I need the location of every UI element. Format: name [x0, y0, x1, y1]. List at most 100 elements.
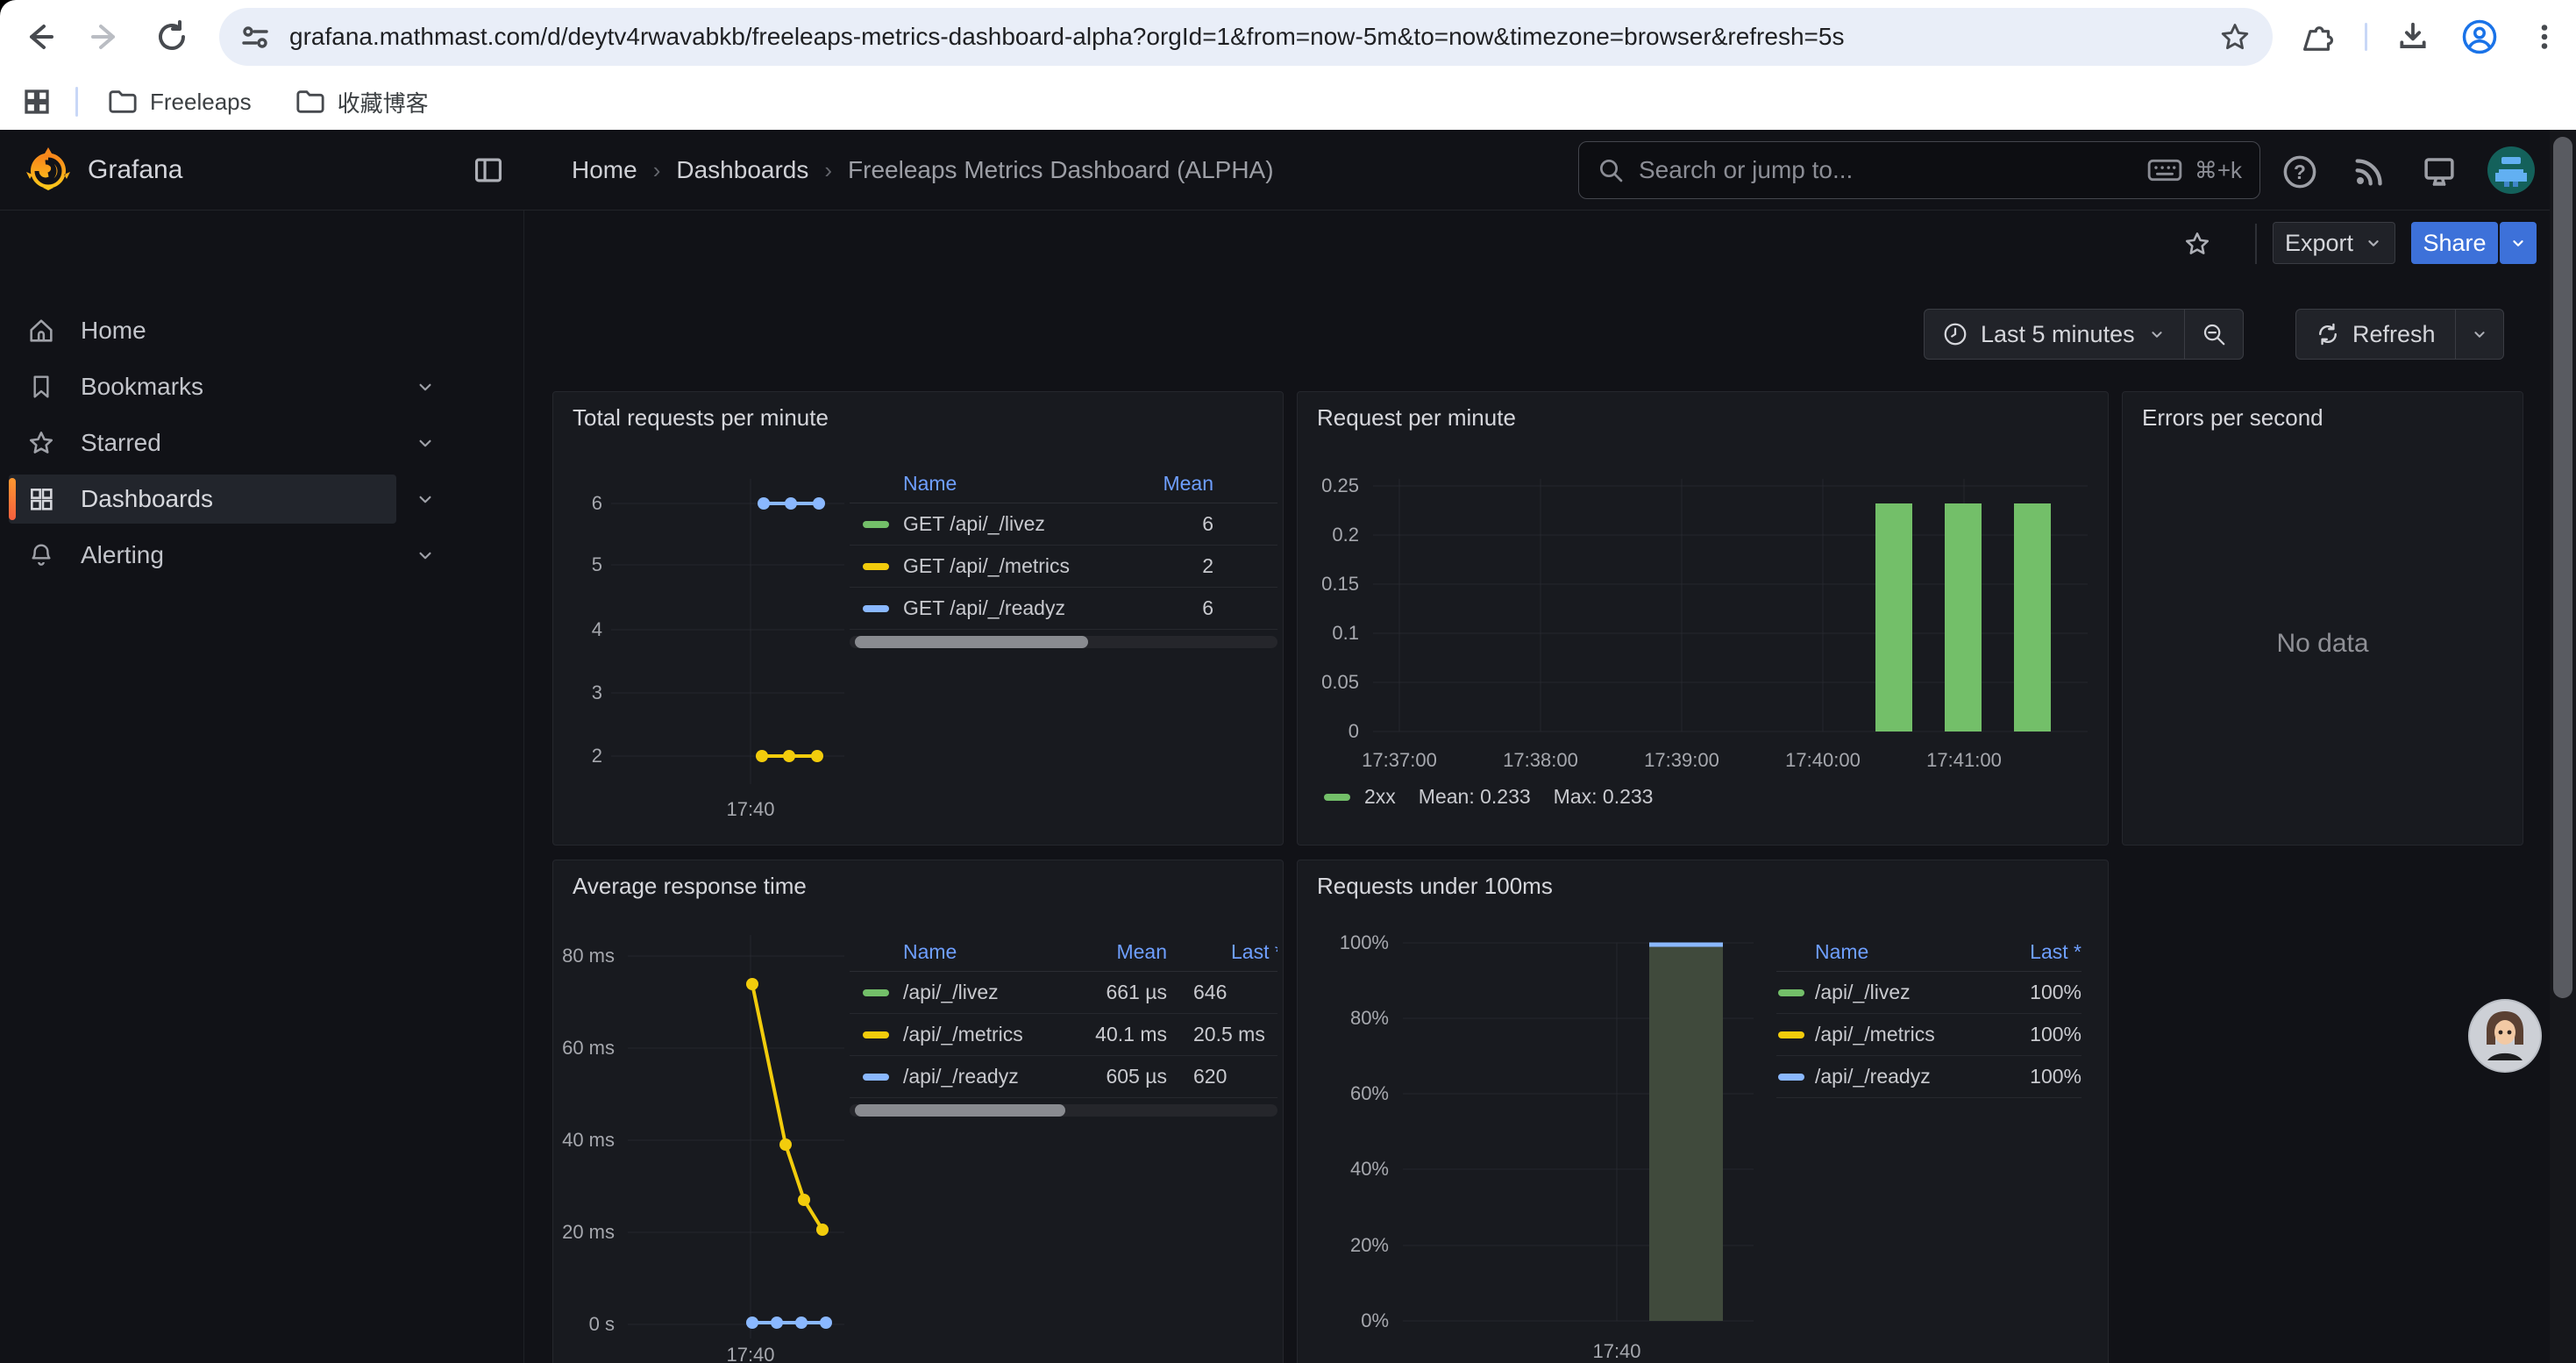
legend-mean-header[interactable]: Mean [1116, 939, 1167, 963]
legend-row[interactable]: /api/_/readyz 100% [1776, 1056, 2081, 1098]
export-button[interactable]: Export [2273, 222, 2395, 264]
panel-title[interactable]: Total requests per minute [573, 404, 829, 431]
bookmark-star-icon[interactable] [2218, 20, 2252, 54]
refresh-button[interactable]: Refresh [2296, 321, 2455, 348]
series-name[interactable]: /api/_/livez [903, 981, 999, 1003]
panel-request-per-minute[interactable]: Request per minute 0.25 0.2 0.15 0.1 0.0… [1297, 391, 2109, 846]
chevron-down-icon[interactable] [412, 542, 438, 568]
series-name[interactable]: 2xx [1364, 785, 1396, 808]
legend-mean-header[interactable]: Mean [1163, 471, 1213, 495]
legend-row[interactable]: /api/_/readyz 605 µs 620 [850, 1056, 1277, 1098]
breadcrumb-dashboards[interactable]: Dashboards [676, 156, 809, 183]
sidebar-item-home[interactable]: Home [0, 303, 524, 359]
series-color-swatch[interactable] [1324, 793, 1350, 801]
sidebar-item-dashboards[interactable]: Dashboards [0, 471, 524, 527]
scrollbar-thumb[interactable] [855, 1104, 1065, 1117]
page-scrollbar[interactable] [2550, 130, 2576, 1363]
legend-row[interactable]: GET /api/_/readyz 6 [850, 588, 1277, 630]
share-dropdown-button[interactable] [2500, 222, 2537, 264]
legend-name-header[interactable]: Name [1815, 939, 1869, 963]
chevron-down-icon[interactable] [412, 430, 438, 456]
panel-requests-under-100ms[interactable]: Requests under 100ms 100% 80% 60% 40% 20… [1297, 860, 2109, 1363]
browser-reload-button[interactable] [146, 11, 198, 63]
series-name[interactable]: /api/_/readyz [1815, 1065, 1931, 1088]
series-color-swatch[interactable] [863, 1031, 889, 1038]
kiosk-monitor-icon[interactable] [2420, 153, 2459, 191]
sidebar-toggle-icon[interactable] [472, 153, 505, 187]
search-input[interactable] [1639, 156, 2147, 184]
breadcrumb-home[interactable]: Home [572, 156, 637, 183]
series-name[interactable]: /api/_/livez [1815, 981, 1911, 1003]
extensions-icon[interactable] [2294, 11, 2346, 63]
browser-menu-icon[interactable] [2518, 11, 2571, 63]
sidebar-item-alerting[interactable]: Alerting [0, 527, 524, 583]
site-settings-icon[interactable] [240, 22, 270, 52]
series-color-swatch[interactable] [1778, 988, 1804, 996]
time-range-picker[interactable]: Last 5 minutes [1925, 321, 2184, 348]
bookmark-folder-blogs[interactable]: 收藏博客 [283, 79, 441, 125]
browser-profile-avatar[interactable] [2453, 11, 2506, 63]
browser-address-bar[interactable]: grafana.mathmast.com/d/deytv4rwavabkb/fr… [219, 8, 2273, 66]
series-color-swatch[interactable] [863, 562, 889, 570]
series-color-swatch[interactable] [863, 1073, 889, 1081]
search-shortcut-hint: ⌘+k [2194, 156, 2242, 183]
scrollbar-thumb[interactable] [2553, 137, 2572, 998]
floating-assistant-avatar[interactable] [2468, 999, 2542, 1073]
grafana-brand[interactable]: Grafana [88, 155, 183, 184]
panel-title[interactable]: Average response time [573, 873, 807, 899]
panel-title[interactable]: Requests under 100ms [1317, 873, 1553, 899]
y-axis-tick: 20 ms [562, 1221, 615, 1243]
panel-avg-response-time[interactable]: Average response time 80 ms 60 ms 40 ms … [552, 860, 1284, 1363]
browser-forward-button[interactable] [79, 11, 132, 63]
downloads-icon[interactable] [2387, 11, 2439, 63]
panel-title[interactable]: Request per minute [1317, 404, 1516, 431]
series-color-swatch[interactable] [863, 604, 889, 612]
legend-name-header[interactable]: Name [903, 939, 957, 963]
series-name[interactable]: GET /api/_/livez [903, 512, 1045, 535]
series-color-swatch[interactable] [1778, 1073, 1804, 1081]
panel-title[interactable]: Errors per second [2142, 404, 2323, 431]
help-icon[interactable]: ? [2281, 153, 2319, 191]
series-color-swatch[interactable] [863, 988, 889, 996]
panel-errors-per-second[interactable]: Errors per second No data [2122, 391, 2523, 846]
breadcrumb: Home › Dashboards › Freeleaps Metrics Da… [572, 130, 1274, 211]
series-color-swatch[interactable] [863, 520, 889, 528]
favorite-dashboard-star-icon[interactable] [2180, 226, 2215, 261]
legend-last-header[interactable]: Last * [2030, 939, 2081, 963]
legend-row[interactable]: GET /api/_/livez 6 [850, 503, 1277, 546]
legend-row[interactable]: /api/_/metrics 100% [1776, 1014, 2081, 1056]
legend-row[interactable]: /api/_/livez 100% [1776, 972, 2081, 1014]
legend-horizontal-scrollbar[interactable] [850, 1104, 1277, 1117]
series-name[interactable]: /api/_/metrics [1815, 1023, 1935, 1045]
legend-row[interactable]: /api/_/livez 661 µs 646 [850, 972, 1277, 1014]
news-rss-icon[interactable] [2350, 153, 2388, 191]
apps-grid-icon[interactable] [21, 86, 53, 118]
url-text[interactable]: grafana.mathmast.com/d/deytv4rwavabkb/fr… [289, 23, 1845, 50]
panel-total-requests[interactable]: Total requests per minute 6 5 4 3 2 17:4… [552, 391, 1284, 846]
zoom-out-time-range-button[interactable] [2185, 321, 2243, 347]
y-axis-tick: 40% [1349, 1158, 1389, 1180]
legend-last-header[interactable]: Last * [1231, 939, 1277, 963]
user-avatar[interactable] [2487, 146, 2536, 195]
series-name[interactable]: GET /api/_/readyz [903, 596, 1065, 619]
sidebar-item-bookmarks[interactable]: Bookmarks [0, 359, 524, 415]
scrollbar-thumb[interactable] [855, 636, 1088, 648]
legend-row[interactable]: GET /api/_/metrics 2 [850, 546, 1277, 588]
legend-name-header[interactable]: Name [903, 471, 957, 495]
sidebar-item-starred[interactable]: Starred [0, 415, 524, 471]
series-name[interactable]: /api/_/readyz [903, 1065, 1019, 1088]
share-button[interactable]: Share [2411, 222, 2498, 264]
legend-row[interactable]: /api/_/metrics 40.1 ms 20.5 ms [850, 1014, 1277, 1056]
legend-inline[interactable]: 2xx Mean: 0.233 Max: 0.233 [1324, 785, 1653, 809]
bookmark-folder-freeleaps[interactable]: Freeleaps [96, 82, 264, 123]
browser-back-button[interactable] [13, 11, 66, 63]
chevron-down-icon[interactable] [412, 374, 438, 400]
series-name[interactable]: /api/_/metrics [903, 1023, 1023, 1045]
grafana-logo[interactable] [25, 146, 72, 195]
refresh-interval-dropdown[interactable] [2456, 325, 2503, 344]
series-name[interactable]: GET /api/_/metrics [903, 554, 1071, 577]
chevron-down-icon[interactable] [412, 486, 438, 512]
search-box[interactable]: ⌘+k [1578, 141, 2260, 199]
series-color-swatch[interactable] [1778, 1031, 1804, 1038]
legend-horizontal-scrollbar[interactable] [850, 636, 1277, 648]
